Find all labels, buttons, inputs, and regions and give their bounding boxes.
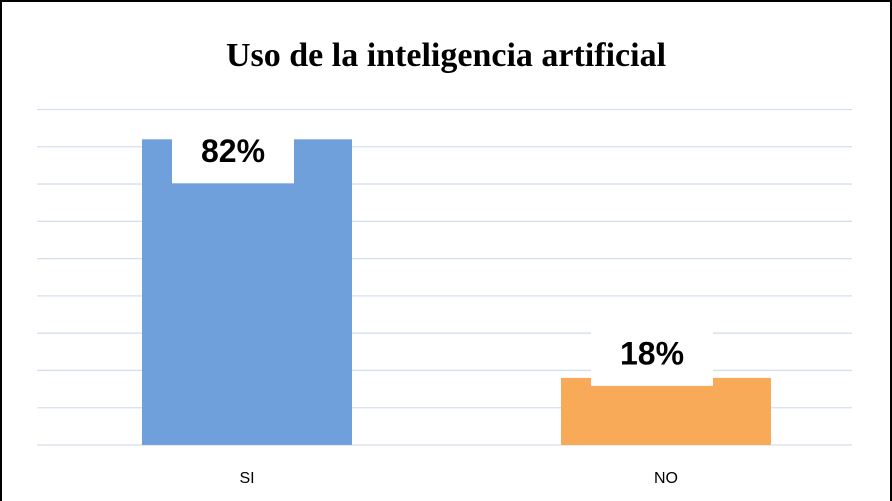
bar [142, 139, 352, 446]
data-label-box [591, 331, 713, 386]
chart-title: Uso de la inteligencia artificial [226, 37, 666, 74]
data-label: 18% [620, 335, 684, 371]
data-label: 82% [201, 133, 265, 169]
bar [561, 377, 771, 445]
x-tick-label: SI [239, 470, 254, 487]
x-tick-label: NO [654, 470, 678, 487]
data-label-box [172, 129, 294, 184]
